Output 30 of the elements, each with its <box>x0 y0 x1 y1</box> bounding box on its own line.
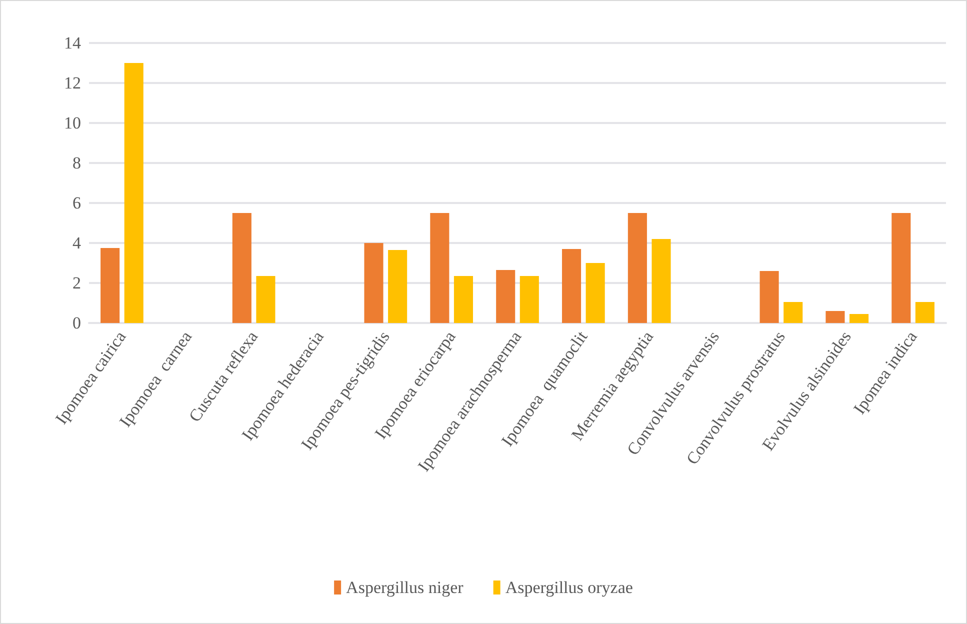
y-tick-label: 0 <box>72 314 81 332</box>
bar <box>586 263 605 323</box>
bar <box>628 213 647 323</box>
bar <box>430 213 450 323</box>
y-tick-label: 4 <box>72 234 82 252</box>
bar <box>232 213 252 323</box>
bar <box>892 213 911 323</box>
bar <box>849 314 869 323</box>
y-tick-label: 2 <box>72 274 81 292</box>
bar <box>454 276 473 323</box>
y-tick-label: 6 <box>72 194 81 212</box>
bar <box>652 239 671 323</box>
bar <box>100 248 120 323</box>
bar <box>124 63 144 323</box>
bar <box>256 276 276 323</box>
y-tick-label: 8 <box>72 154 81 172</box>
legend-label: Aspergillus niger <box>346 578 464 597</box>
bar <box>388 250 408 323</box>
legend-label: Aspergillus oryzae <box>505 578 633 597</box>
y-tick-label: 12 <box>64 74 81 92</box>
y-tick-label: 14 <box>64 34 82 52</box>
y-tick-label: 10 <box>64 114 81 132</box>
bar <box>496 270 516 323</box>
bar <box>520 276 539 323</box>
bar <box>915 302 934 323</box>
bar <box>826 311 845 323</box>
bar <box>364 243 384 323</box>
bar <box>562 249 582 323</box>
bar <box>784 302 803 323</box>
bar <box>760 271 779 323</box>
